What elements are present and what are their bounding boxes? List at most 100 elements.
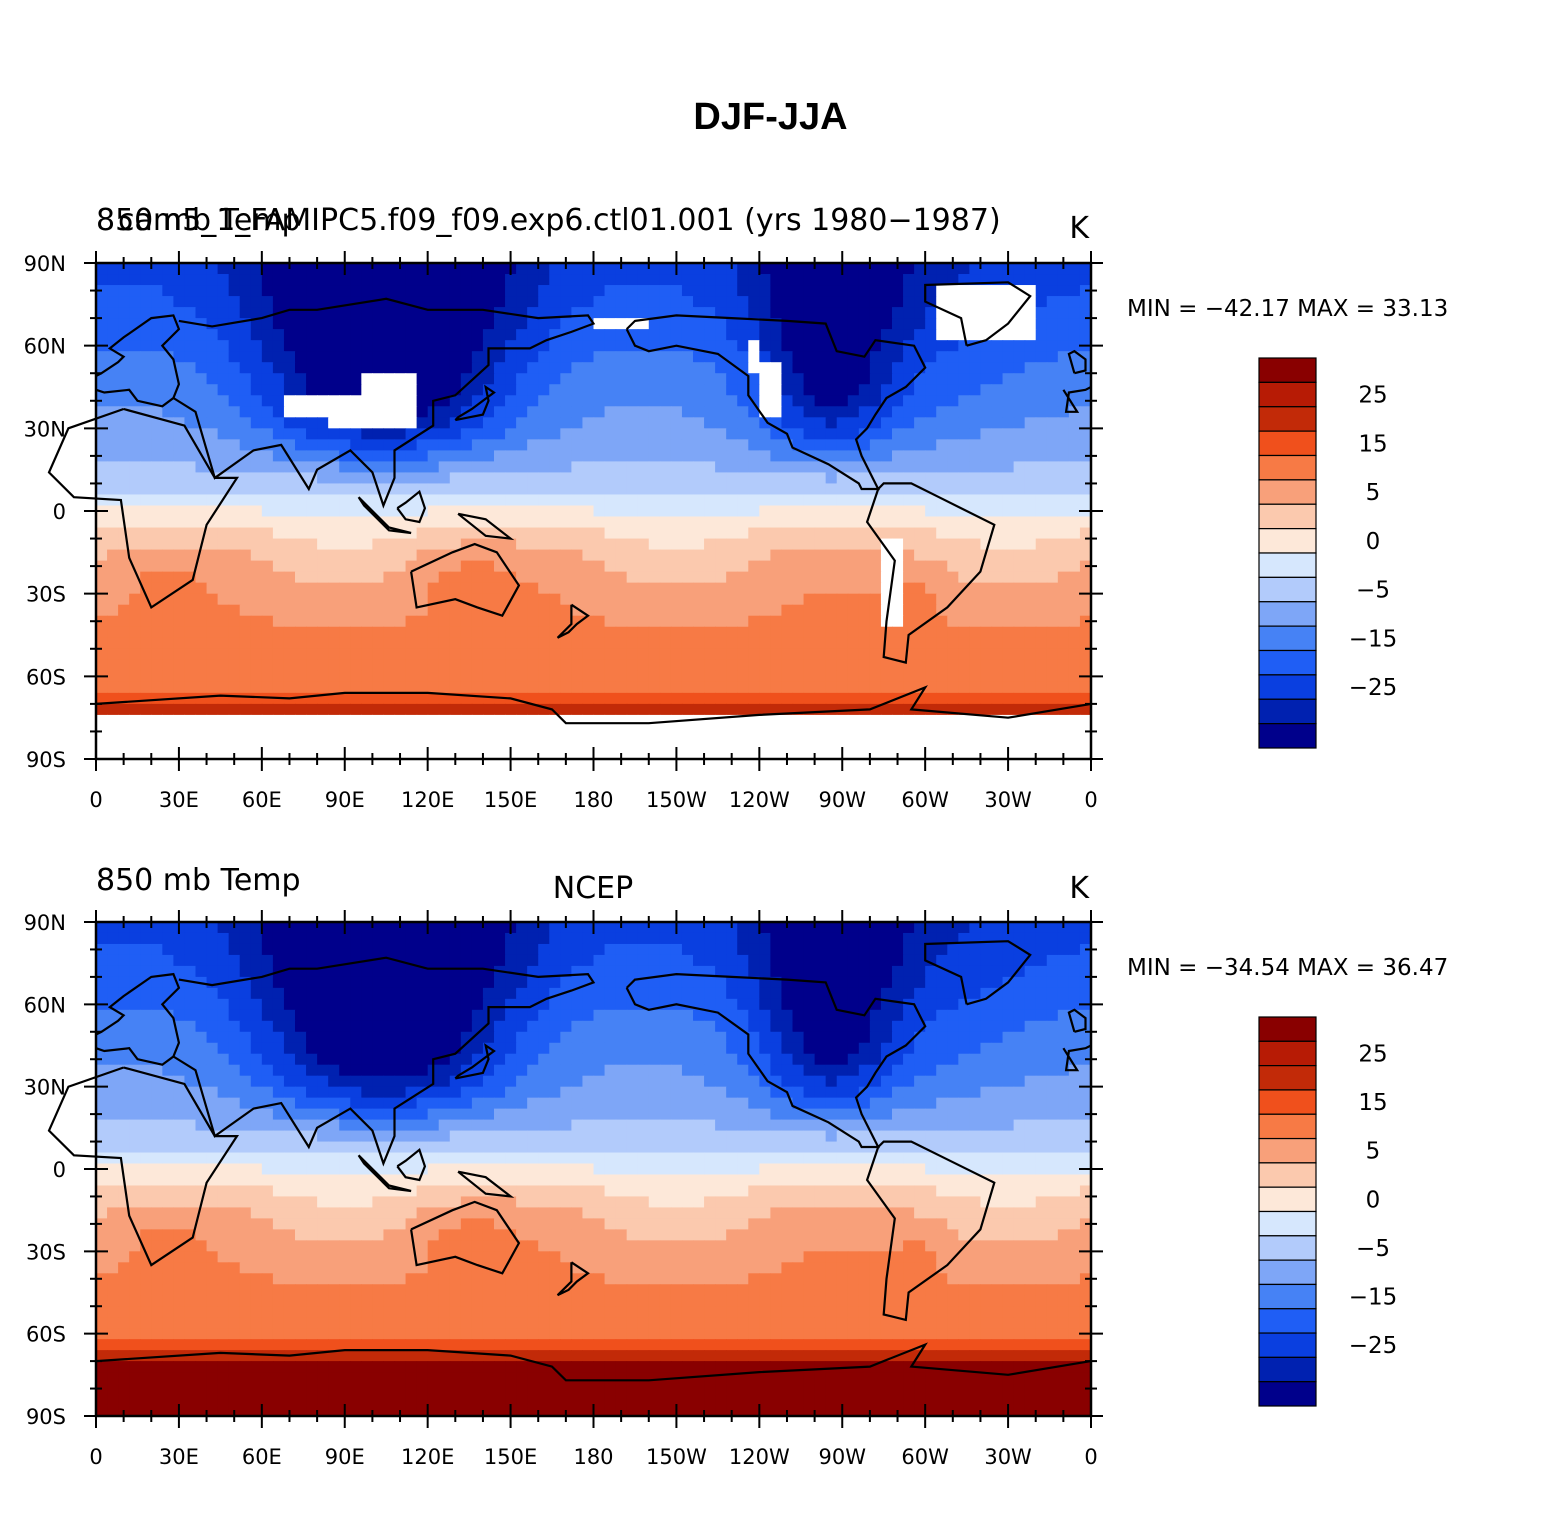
- field-cell: [803, 976, 816, 989]
- field-cell: [173, 538, 186, 551]
- field-cell: [272, 472, 285, 485]
- field-cell: [317, 670, 329, 683]
- field-cell: [748, 318, 760, 330]
- field-cell: [814, 922, 827, 934]
- field-cell: [217, 714, 230, 727]
- field-cell: [416, 637, 429, 650]
- field-cell: [615, 965, 628, 978]
- field-cell: [803, 560, 816, 573]
- field-cell: [195, 736, 208, 749]
- field-cell: [184, 285, 197, 297]
- field-cell: [449, 538, 462, 551]
- field-cell: [449, 450, 462, 462]
- field-cell: [328, 549, 340, 562]
- field-cell: [306, 538, 318, 551]
- field-cell: [825, 340, 838, 352]
- field-cell: [328, 329, 340, 341]
- field-cell: [173, 593, 186, 606]
- field-cell: [560, 560, 572, 573]
- field-cell: [140, 362, 152, 374]
- field-cell: [1046, 472, 1059, 485]
- field-cell: [604, 692, 617, 705]
- field-cell: [604, 516, 617, 529]
- field-cell: [206, 406, 219, 418]
- field-cell: [704, 307, 716, 319]
- field-cell: [1024, 648, 1037, 661]
- field-cell: [195, 373, 208, 385]
- field-cell: [173, 736, 186, 749]
- field-cell: [814, 505, 827, 518]
- field-cell: [151, 736, 163, 749]
- field-cell: [681, 296, 694, 308]
- field-cell: [980, 395, 993, 407]
- field-cell: [195, 263, 208, 275]
- axis-ticks: [84, 251, 1103, 771]
- coastline: [410, 542, 521, 618]
- colorbar-box: [1258, 723, 1317, 749]
- field-cell: [272, 714, 285, 727]
- field-cell: [1024, 714, 1037, 727]
- field-cell: [582, 943, 595, 956]
- field-cell: [704, 450, 716, 462]
- field-cell: [239, 351, 252, 363]
- field-cell: [350, 736, 362, 749]
- field-cell: [814, 965, 827, 978]
- field-cell: [206, 318, 219, 330]
- field-cell: [184, 329, 197, 341]
- field-cell: [184, 965, 197, 978]
- field-cell: [140, 637, 152, 650]
- field-cell: [261, 998, 274, 1011]
- field-cell: [880, 351, 893, 363]
- field-cell: [96, 483, 108, 496]
- field-cell: [969, 692, 982, 705]
- field-cell: [118, 703, 130, 716]
- field-cell: [516, 987, 528, 1000]
- field-cell: [869, 274, 882, 286]
- field-cell: [704, 998, 716, 1011]
- field-cell: [217, 384, 230, 396]
- field-cell: [737, 593, 749, 606]
- field-cell: [372, 362, 385, 374]
- field-cell: [1035, 637, 1048, 650]
- field-cell: [781, 987, 794, 1000]
- field-cell: [261, 351, 274, 363]
- field-cell: [880, 560, 893, 573]
- field-cell: [140, 943, 152, 956]
- field-cell: [427, 516, 440, 529]
- field-cell: [748, 428, 760, 440]
- field-cell: [969, 681, 982, 694]
- field-cell: [648, 714, 661, 727]
- field-cell: [217, 932, 230, 945]
- field-cell: [770, 439, 783, 451]
- field-cell: [759, 571, 771, 584]
- field-cell: [1046, 571, 1059, 584]
- field-cell: [593, 296, 606, 308]
- field-cell: [494, 428, 506, 440]
- field-cell: [206, 615, 219, 628]
- field-cell: [416, 274, 429, 286]
- field-cell: [151, 670, 163, 683]
- field-cell: [836, 329, 849, 341]
- field-cell: [361, 670, 373, 683]
- field-cell: [947, 538, 959, 551]
- field-cell: [836, 362, 849, 374]
- field-cell: [361, 922, 373, 934]
- field-cell: [162, 340, 174, 352]
- field-cell: [748, 538, 760, 551]
- field-cell: [637, 263, 650, 275]
- field-cell: [571, 439, 584, 451]
- field-cell: [272, 703, 285, 716]
- field-cell: [903, 747, 915, 760]
- field-cell: [936, 472, 948, 485]
- field-cell: [494, 998, 506, 1011]
- field-cell: [184, 296, 197, 308]
- field-cell: [405, 285, 418, 297]
- field-cell: [637, 987, 650, 1000]
- field-cell: [1079, 703, 1092, 716]
- field-cell: [372, 428, 385, 440]
- field-cell: [770, 362, 783, 374]
- field-cell: [339, 351, 351, 363]
- field-cell: [1024, 472, 1037, 485]
- field-cell: [1002, 670, 1015, 683]
- field-cell: [593, 615, 606, 628]
